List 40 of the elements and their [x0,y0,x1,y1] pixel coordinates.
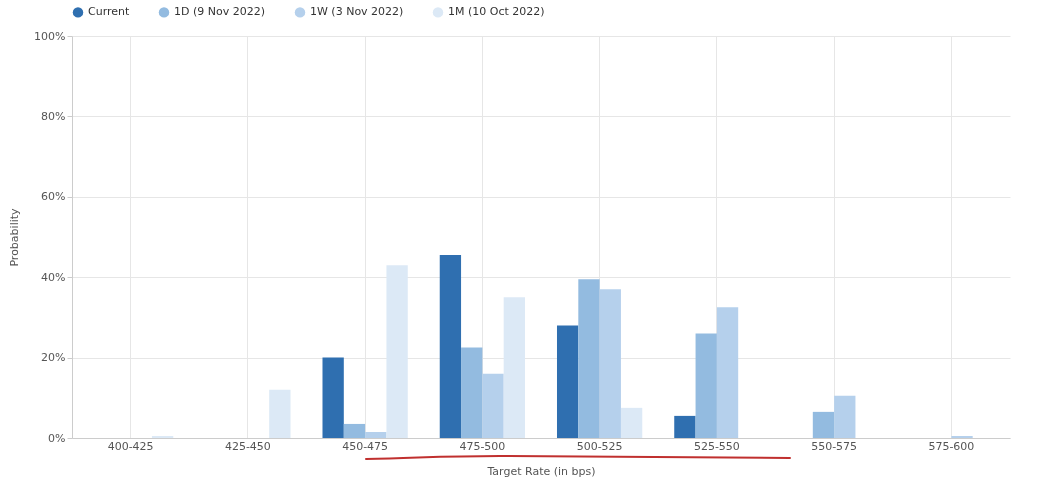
bar [482,373,504,438]
bar [556,325,579,438]
y-tick-label: 0% [48,431,66,445]
x-tick-label: 400-425 [107,439,154,453]
legend-label: 1W (3 Nov 2022) [310,5,404,19]
bar [365,431,387,438]
bar [439,255,462,438]
bar [578,279,600,438]
bar [620,407,643,438]
bar [812,411,835,438]
bar [322,357,344,438]
bar [343,423,366,438]
y-tick-label: 20% [41,351,66,365]
x-tick-label: 475-500 [459,439,506,453]
bar [503,297,526,438]
y-tick-label: 40% [41,270,66,284]
bar [599,289,621,438]
bar [386,265,408,438]
y-axis-title: Probability [8,207,22,267]
x-tick-label: 575-600 [928,439,975,453]
bar [695,333,717,438]
bar [151,435,174,438]
legend-label: 1D (9 Nov 2022) [174,5,266,19]
legend-label: Current [88,5,130,19]
bar [834,395,856,438]
bar [951,435,973,438]
x-tick-label: 525-550 [693,439,740,453]
bar [716,307,739,438]
bar [461,347,483,438]
x-tick-label: 450-475 [342,439,389,453]
x-tick-label: 425-450 [224,439,271,453]
bar [674,415,696,438]
x-tick-label: 550-575 [811,439,858,453]
legend-label: 1M (10 Oct 2022) [448,5,545,19]
x-axis-title: Target Rate (in bps) [486,464,596,478]
x-tick-label: 500-525 [576,439,623,453]
y-tick-label: 60% [41,190,66,204]
y-tick-label: 80% [41,109,66,123]
bar [269,389,291,438]
y-tick-label: 100% [34,29,66,43]
